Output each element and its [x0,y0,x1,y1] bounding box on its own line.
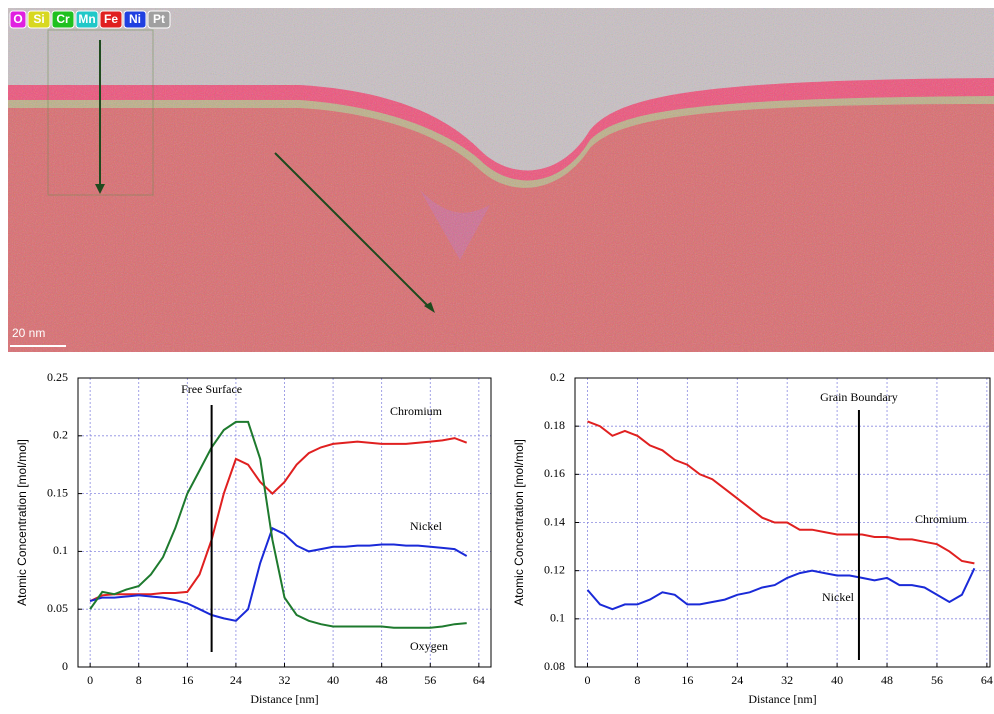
charts: 0 0.05 0.1 0.15 0.2 0.25 0 8 16 24 32 40 48 56 64 Dista… [15,370,993,706]
x-tick-label: 8 [634,673,640,687]
series-label: Oxygen [410,639,448,653]
legend-label: Mn [78,12,95,26]
x-axis-label: Distance [nm] [748,692,816,706]
legend-chip [123,10,147,29]
x-tick-label: 0 [87,673,93,687]
x-tick-label: 40 [327,673,339,687]
x-tick-label: 64 [473,673,485,687]
line-chart: 0.08 0.1 0.12 0.14 0.16 0.18 0.2 0 8 16 24 32 40 48 56… [512,370,993,706]
series-line [586,567,976,611]
x-tick-label: 56 [931,673,943,687]
series-line [89,437,468,603]
y-tick-label: 0.16 [544,466,565,480]
legend-label: Fe [104,12,118,26]
x-tick-label: 0 [584,673,590,687]
legend-label: O [13,12,22,26]
x-tick-label: 16 [181,673,193,687]
legend-chip [99,10,123,29]
series-label: Nickel [410,519,443,533]
plot-frame [77,377,492,668]
y-axis-label: Atomic Concentration [mol/mol] [15,439,29,606]
series-label: Chromium [915,512,968,526]
x-tick-label: 64 [981,673,993,687]
y-tick-label: 0.12 [544,562,565,576]
series-label: Nickel [822,590,855,604]
element-legend: O Si Cr Mn Fe Ni Pt [9,10,171,29]
y-tick-label: 0.15 [47,485,68,499]
y-tick-label: 0.25 [47,370,68,384]
y-tick-label: 0.08 [544,659,565,673]
y-tick-label: 0 [62,659,68,673]
legend-label: Ni [129,12,141,26]
x-tick-label: 32 [279,673,291,687]
element-map: 20 nm [8,8,994,352]
legend-chip [75,10,99,29]
legend-chip [27,10,51,29]
x-tick-label: 40 [831,673,843,687]
x-tick-label: 24 [731,673,743,687]
x-tick-label: 24 [230,673,242,687]
scale-bar-label: 20 nm [12,326,45,340]
x-tick-label: 48 [881,673,893,687]
x-tick-label: 16 [681,673,693,687]
annotation-label: Grain Boundary [820,390,898,404]
series-line [89,526,468,622]
y-tick-label: 0.2 [53,428,68,442]
series-line [89,420,467,629]
y-tick-label: 0.14 [544,514,565,528]
legend-chip [51,10,75,29]
y-tick-label: 0.1 [550,611,565,625]
y-tick-label: 0.05 [47,601,68,615]
line-chart: 0 0.05 0.1 0.15 0.2 0.25 0 8 16 24 32 40 48 56 64 Dista… [15,370,492,706]
y-tick-label: 0.2 [550,370,565,384]
legend-chip [9,10,27,29]
x-tick-label: 56 [424,673,436,687]
legend-label: Pt [153,12,165,26]
y-tick-label: 0.1 [53,543,68,557]
y-axis-label: Atomic Concentration [mol/mol] [512,439,526,606]
y-tick-label: 0.18 [544,418,565,432]
series-line [587,420,975,565]
legend-label: Si [33,12,44,26]
annotation-label: Free Surface [181,382,242,396]
legend-chip [147,10,171,29]
legend-label: Cr [56,12,70,26]
x-tick-label: 8 [136,673,142,687]
series-label: Chromium [390,404,443,418]
x-axis-label: Distance [nm] [250,692,318,706]
x-tick-label: 32 [781,673,793,687]
plot-frame [574,377,991,668]
x-tick-label: 48 [376,673,388,687]
